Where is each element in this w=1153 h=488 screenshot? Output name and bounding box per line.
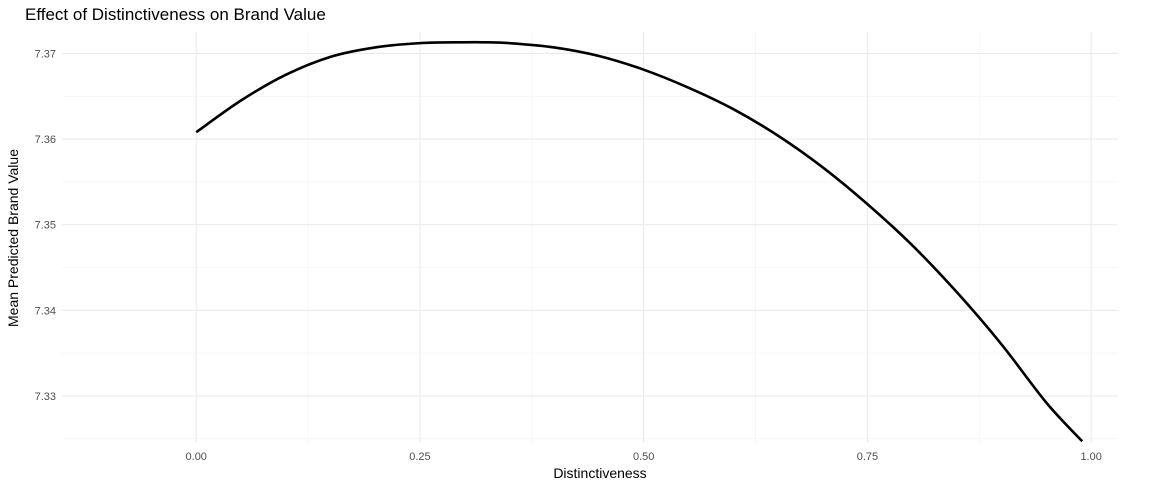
y-axis-title: Mean Predicted Brand Value	[5, 149, 21, 327]
y-tick-label: 7.34	[35, 305, 56, 317]
x-tick-label: 0.00	[186, 451, 207, 463]
x-tick-label: 0.25	[409, 451, 430, 463]
chart-title: Effect of Distinctiveness on Brand Value	[25, 5, 326, 24]
y-tick-label: 7.35	[35, 220, 56, 232]
x-tick-label: 0.50	[633, 451, 654, 463]
series-layer	[195, 40, 1084, 443]
x-axis-ticks: 0.00 0.25 0.50 0.75 1.00	[186, 451, 1102, 463]
y-axis-ticks: 7.33 7.34 7.35 7.36 7.37	[35, 48, 56, 403]
series-line	[195, 40, 1084, 443]
x-axis-title: Distinctiveness	[553, 465, 646, 481]
y-tick-label: 7.33	[35, 391, 56, 403]
x-tick-label: 1.00	[1080, 451, 1101, 463]
y-tick-label: 7.36	[35, 134, 56, 146]
grid-lines	[62, 32, 1118, 443]
y-tick-label: 7.37	[35, 48, 56, 60]
x-tick-label: 0.75	[857, 451, 878, 463]
